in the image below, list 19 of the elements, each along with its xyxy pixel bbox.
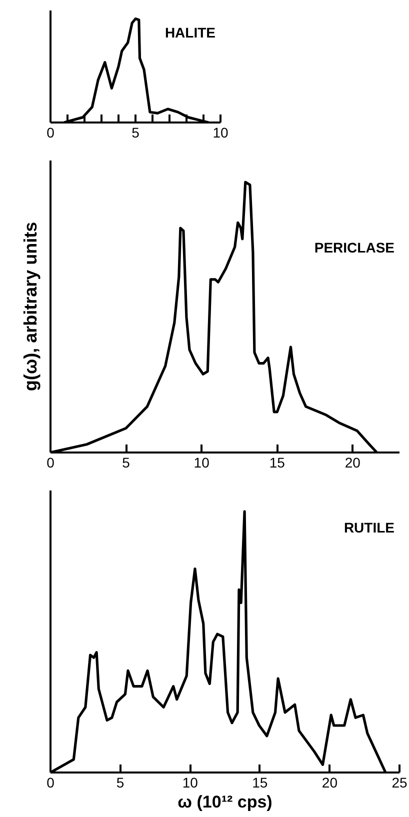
x-tick-label: 15 <box>252 774 268 790</box>
x-tick-label: 20 <box>344 454 361 470</box>
x-tick-label: 10 <box>194 454 210 470</box>
x-axis-title: ω (10¹² cps) <box>178 792 272 812</box>
x-tick-label: 0 <box>46 124 55 140</box>
x-tick-label: 15 <box>269 454 286 470</box>
chart-title: HALITE <box>164 24 216 40</box>
x-tick-label: 20 <box>322 774 338 790</box>
x-tick-label: 0 <box>46 774 55 790</box>
x-tick-label: 5 <box>122 454 130 470</box>
x-tick-label: 0 <box>46 454 55 470</box>
x-tick-label: 25 <box>392 774 408 790</box>
x-tick-label: 10 <box>182 774 198 790</box>
text: PERICLASE <box>314 240 394 256</box>
x-tick-label: 5 <box>116 774 124 790</box>
x-tick-label: 10 <box>212 124 228 140</box>
text: RUTILE <box>344 520 395 536</box>
x-tick-label: 5 <box>132 124 140 140</box>
y-axis-title: g(ω), arbitrary units <box>20 222 40 392</box>
